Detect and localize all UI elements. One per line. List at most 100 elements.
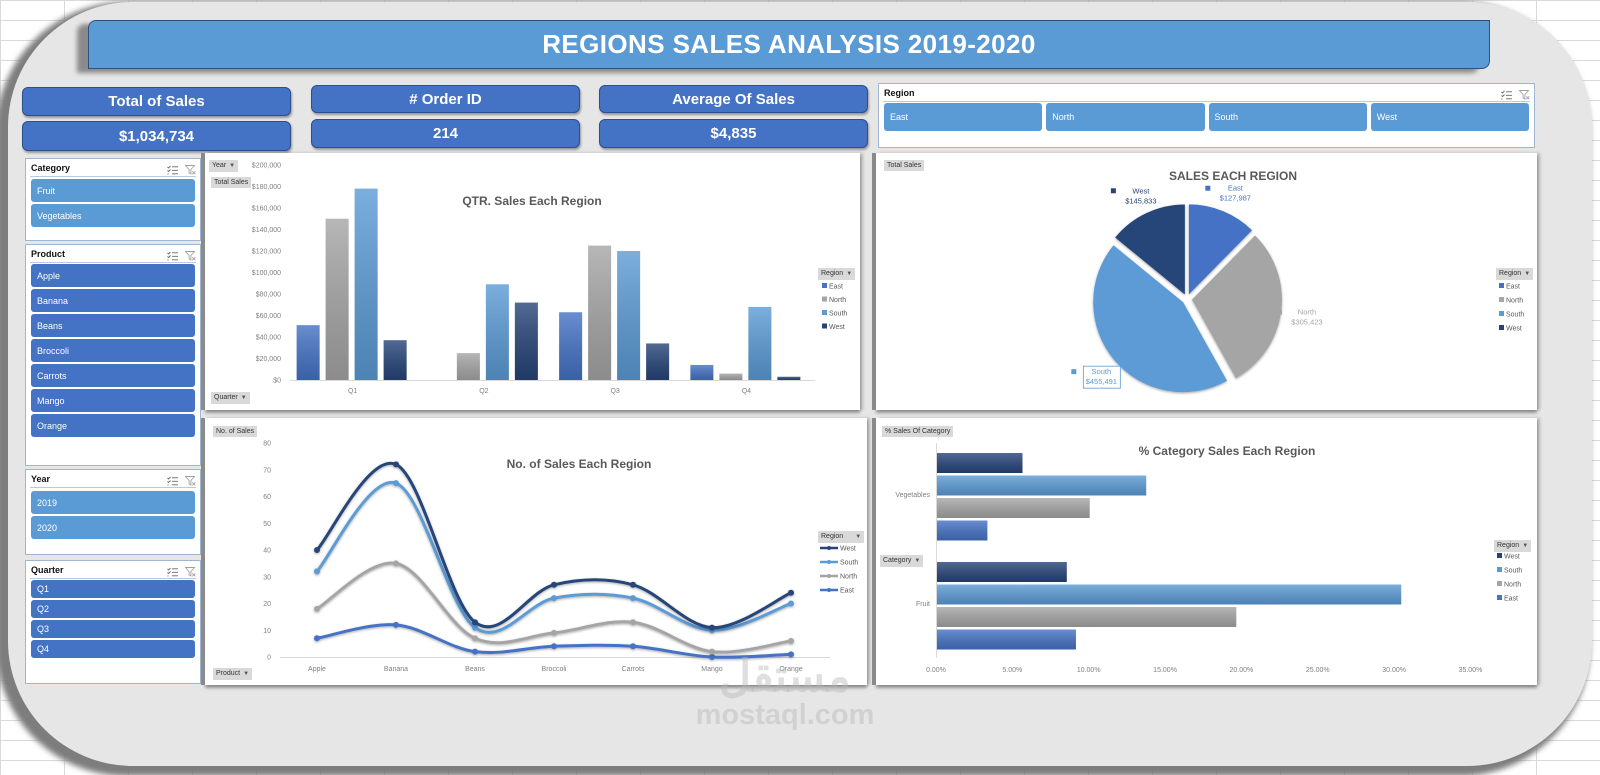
slicer-item-q2[interactable]: Q2 <box>31 600 195 618</box>
qtr-sales-chart[interactable]: $0 $20,000 $40,000 $60,000 $80,000 $100,000 $1… <box>205 153 860 410</box>
bar-east-fruit[interactable] <box>937 629 1076 650</box>
sales-each-region-chart[interactable]: East $127,987 North $305,423 South $455,491 We… <box>876 153 1537 410</box>
bar-north-q4[interactable] <box>719 373 743 380</box>
bar-south-q2[interactable] <box>485 284 509 380</box>
category-sales-plot: 0.00% 5.00% 10.00% 15.00% 20.00% 25.00% 30.00%… <box>895 443 1522 674</box>
svg-text:North: North <box>1506 298 1523 305</box>
slicer-item-apple[interactable]: Apple <box>31 264 195 287</box>
svg-text:South: South <box>1506 312 1524 319</box>
svg-text:North: North <box>840 574 857 581</box>
bar-north-q1[interactable] <box>325 218 349 380</box>
slicer-item-banana[interactable]: Banana <box>31 289 195 312</box>
no-of-sales-chart[interactable]: 0 10 20 30 40 50 60 70 80 Apple Banana Beans Broccol… <box>205 418 867 685</box>
svg-text:South: South <box>1092 367 1112 376</box>
slicer-title: Year <box>31 474 51 484</box>
slicer-header: Quarter <box>30 561 196 579</box>
total-sales-field-button[interactable]: Total Sales <box>884 160 925 171</box>
slicer-item-beans[interactable]: Beans <box>31 314 195 337</box>
slicer-item-west[interactable]: West <box>1370 103 1529 131</box>
bar-south-q4[interactable] <box>748 306 772 380</box>
clear-filter-icon[interactable] <box>184 248 196 261</box>
slicer-item-fruit[interactable]: Fruit <box>31 179 195 202</box>
bar-west-vegetables[interactable] <box>937 453 1023 473</box>
slicer-item-2020[interactable]: 2020 <box>31 516 195 539</box>
bar-north-q2[interactable] <box>456 353 480 380</box>
clear-filter-icon[interactable] <box>184 162 196 175</box>
field-button-label: Region <box>821 533 844 540</box>
legend-item-south: South <box>820 560 858 567</box>
bar-east-q4[interactable] <box>690 364 714 380</box>
multi-select-icon[interactable] <box>1501 87 1512 100</box>
clear-filter-icon[interactable] <box>184 473 196 486</box>
region-legend-field-button[interactable]: Region ▼ <box>818 531 865 543</box>
bar-east-q3[interactable] <box>559 312 583 380</box>
bar-east-vegetables[interactable] <box>937 520 988 541</box>
line-series-north[interactable] <box>314 560 794 655</box>
dropdown-arrow-icon: ▼ <box>1522 543 1529 549</box>
pie-slice-north[interactable] <box>1191 235 1282 379</box>
x-axis-tick: 0.00% <box>926 667 946 674</box>
quarter-slicer: Quarter Q1 Q2 Q3 Q4 <box>25 560 201 684</box>
total-sales-field-button[interactable]: Total Sales <box>211 177 252 188</box>
slicer-item-north[interactable]: North <box>1046 103 1205 131</box>
no-of-sales-field-button[interactable]: No. of Sales <box>213 426 258 437</box>
bar-west-q1[interactable] <box>383 340 407 380</box>
slicer-item-2019[interactable]: 2019 <box>31 491 195 514</box>
bar-north-vegetables[interactable] <box>937 498 1090 518</box>
multi-select-icon[interactable] <box>167 473 178 486</box>
bar-west-q2[interactable] <box>514 302 538 380</box>
slicer-item-carrots[interactable]: Carrots <box>31 364 195 387</box>
category-field-button[interactable]: Category ▼ <box>880 555 924 567</box>
slicer-item-q1[interactable]: Q1 <box>31 580 195 598</box>
title-banner: REGIONS SALES ANALYSIS 2019-2020 <box>88 20 1490 69</box>
svg-text:South: South <box>829 311 847 318</box>
bar-east-q1[interactable] <box>296 325 320 380</box>
legend-item-west: West <box>820 546 856 553</box>
field-button-label: Region <box>821 270 844 277</box>
data-label-east: East$127,987 <box>1205 184 1251 203</box>
bar-south-fruit[interactable] <box>937 584 1402 605</box>
line-series-south[interactable] <box>314 480 794 634</box>
multi-select-icon[interactable] <box>167 248 178 261</box>
clear-filter-icon[interactable] <box>1518 87 1530 100</box>
bar-south-vegetables[interactable] <box>937 475 1147 496</box>
pie-slice-east[interactable] <box>1188 204 1253 295</box>
slicer-item-broccoli[interactable]: Broccoli <box>31 339 195 362</box>
slicer-item-vegetables[interactable]: Vegetables <box>31 204 195 227</box>
pie-slice-west[interactable] <box>1115 204 1185 295</box>
slicer-item-east[interactable]: East <box>884 103 1043 131</box>
legend-item-north: North <box>1497 581 1521 589</box>
region-legend-field-button[interactable]: Region ▼ <box>1494 540 1532 552</box>
data-label-south: South$455,491 <box>1071 365 1121 389</box>
svg-text:$127,987: $127,987 <box>1220 194 1251 203</box>
y-axis-tick: Fruit <box>916 601 930 608</box>
svg-text:North: North <box>1298 308 1316 317</box>
multi-select-icon[interactable] <box>167 564 178 577</box>
clear-filter-icon[interactable] <box>184 564 196 577</box>
product-field-button[interactable]: Product ▼ <box>213 668 253 680</box>
slicer-header: Year <box>30 470 196 488</box>
line-series-west[interactable] <box>314 461 794 631</box>
bar-north-q3[interactable] <box>588 245 612 380</box>
bar-west-fruit[interactable] <box>937 562 1067 582</box>
region-legend-field-button[interactable]: Region ▼ <box>818 268 856 280</box>
category-sales-chart[interactable]: 0.00% 5.00% 10.00% 15.00% 20.00% 25.00% 30.00%… <box>876 418 1537 685</box>
line-series-east[interactable] <box>314 621 794 660</box>
pct-sales-of-category-field-button[interactable]: % Sales Of Category <box>882 426 954 437</box>
svg-text:West: West <box>1504 554 1520 561</box>
region-legend-field-button[interactable]: Region ▼ <box>1496 268 1534 280</box>
slicer-item-south[interactable]: South <box>1208 103 1367 131</box>
bar-west-q3[interactable] <box>646 343 670 380</box>
bar-north-fruit[interactable] <box>937 607 1237 627</box>
year-field-button[interactable]: Year ▼ <box>209 160 239 172</box>
slicer-item-mango[interactable]: Mango <box>31 389 195 412</box>
bar-south-q1[interactable] <box>354 188 378 380</box>
pie-slice-south[interactable] <box>1093 245 1228 393</box>
bar-south-q3[interactable] <box>617 251 641 380</box>
slicer-item-q3[interactable]: Q3 <box>31 620 195 638</box>
bar-west-q4[interactable] <box>777 376 801 380</box>
quarter-field-button[interactable]: Quarter ▼ <box>211 392 250 404</box>
slicer-item-orange[interactable]: Orange <box>31 414 195 437</box>
slicer-item-q4[interactable]: Q4 <box>31 640 195 658</box>
multi-select-icon[interactable] <box>167 162 178 175</box>
